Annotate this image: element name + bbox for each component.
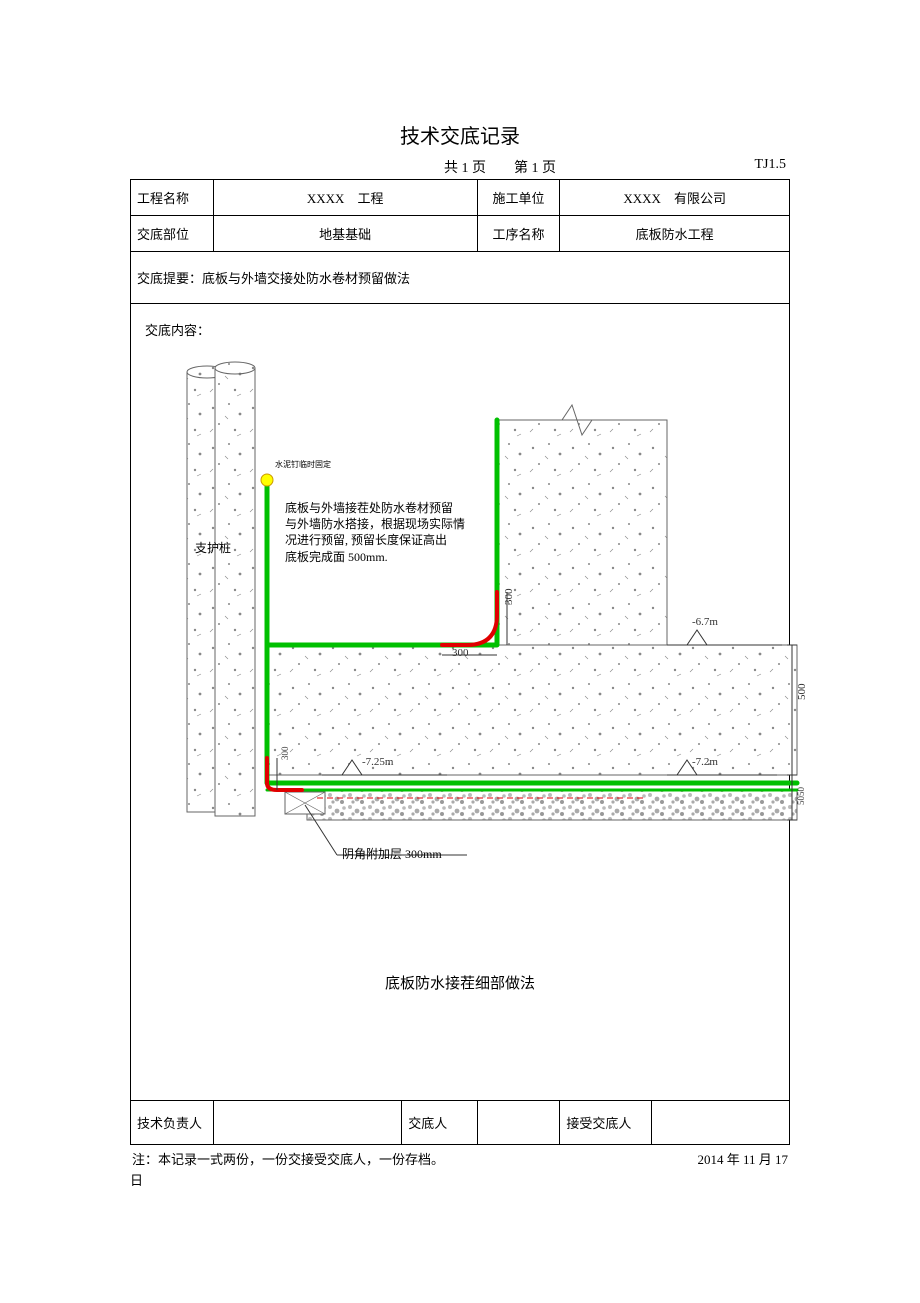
pile-shape: [187, 362, 255, 816]
note-block: 底板与外墙接茬处防水卷材预留 与外墙防水搭接，根据现场实际情 况进行预留, 预留…: [285, 500, 485, 565]
footnote-row: 注：本记录一式两份，一份交接受交底人，一份存档。 2014 年 11 月 17: [130, 1149, 790, 1168]
note-line-4: 底板完成面 500mm.: [285, 549, 485, 565]
nail-note: 水泥钉临时固定: [275, 460, 331, 471]
page-info: 共 1 页 第 1 页: [134, 157, 726, 177]
footnote-date: 2014 年 11 月 17: [697, 1149, 788, 1168]
doc-title: 技术交底记录: [130, 120, 790, 149]
elev-marker-67: [667, 630, 782, 645]
construction-unit-value: XXXX 有限公司: [560, 180, 790, 216]
summary-row: 交底提要：底板与外墙交接处防水卷材预留做法: [131, 252, 790, 304]
nail-dot-icon: [261, 474, 273, 486]
doc-subtitle-row: 共 1 页 第 1 页 TJ1.5: [130, 157, 790, 179]
construction-unit-label: 施工单位: [477, 180, 560, 216]
summary-label: 交底提要：: [137, 271, 202, 286]
diagram-caption: 底板防水接茬细部做法: [137, 972, 783, 993]
disclose-value: [477, 1101, 560, 1145]
summary-text: 底板与外墙交接处防水卷材预留做法: [202, 271, 410, 286]
content-cell: 交底内容：: [131, 304, 790, 1101]
footnote-day: 日: [130, 1170, 790, 1189]
summary-cell: 交底提要：底板与外墙交接处防水卷材预留做法: [131, 252, 790, 304]
dim-300-v-text: 300: [502, 589, 517, 606]
wall-section: [497, 420, 667, 645]
content-row: 交底内容：: [131, 304, 790, 1101]
part-value: 地基基础: [213, 216, 477, 252]
diagram: 支护桩 水泥钉临时固定 底板与外墙接茬处防水卷材预留 与外墙防水搭接，根据现场实…: [167, 360, 807, 920]
disclose-label: 交底人: [402, 1101, 477, 1145]
content-label: 交底内容：: [145, 320, 775, 339]
dim-300-h-text: 300: [452, 646, 469, 661]
receive-label: 接受交底人: [560, 1101, 652, 1145]
elev-725-text: -7.25m: [362, 755, 393, 770]
tech-lead-value: [213, 1101, 402, 1145]
note-line-2: 与外墙防水搭接，根据现场实际情: [285, 516, 485, 532]
note-line-3: 况进行预留, 预留长度保证高出: [285, 532, 485, 548]
gravel-layer: [307, 790, 797, 820]
receive-value: [652, 1101, 790, 1145]
pile-label: 支护桩: [195, 540, 231, 556]
content-box: 交底内容：: [137, 312, 783, 1092]
main-table: 工程名称 XXXX 工程 施工单位 XXXX 有限公司 交底部位 地基基础 工序…: [130, 179, 790, 1145]
project-name-label: 工程名称: [131, 180, 214, 216]
note-line-1: 底板与外墙接茬处防水卷材预留: [285, 500, 485, 516]
corner-label-text: 阴角附加层 300mm: [342, 846, 442, 862]
footnote-text: 注：本记录一式两份，一份交接受交底人，一份存档。: [132, 1149, 444, 1168]
elev-67-text: -6.7m: [692, 615, 718, 630]
project-name-value: XXXX 工程: [213, 180, 477, 216]
header-row-1: 工程名称 XXXX 工程 施工单位 XXXX 有限公司: [131, 180, 790, 216]
dim-5050-text: 5050: [795, 787, 807, 805]
process-label: 工序名称: [477, 216, 560, 252]
part-label: 交底部位: [131, 216, 214, 252]
diagram-svg: [167, 360, 807, 900]
signoff-row: 技术负责人 交底人 接受交底人: [131, 1101, 790, 1145]
process-value: 底板防水工程: [560, 216, 790, 252]
elev-72-text: -7.2m: [692, 755, 718, 770]
doc-code: TJ1.5: [726, 157, 786, 177]
dim-300-l-text: 300: [279, 747, 291, 761]
header-row-2: 交底部位 地基基础 工序名称 底板防水工程: [131, 216, 790, 252]
tech-lead-label: 技术负责人: [131, 1101, 214, 1145]
dim-500-text: 500: [795, 684, 810, 701]
